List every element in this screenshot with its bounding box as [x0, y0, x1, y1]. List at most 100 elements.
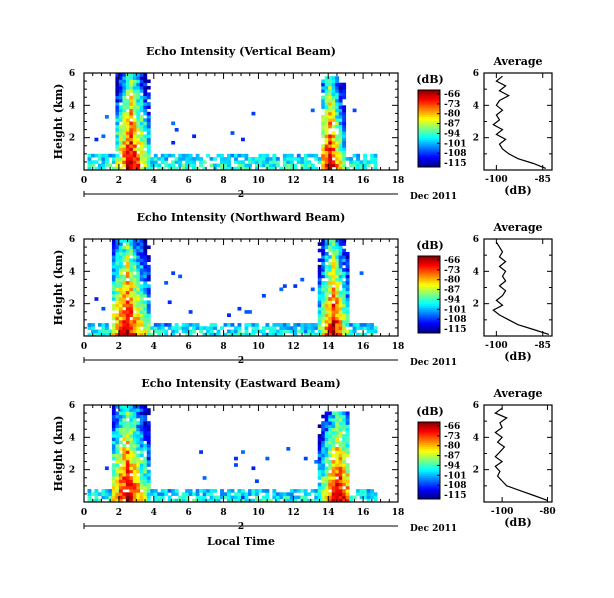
profile-x-tick-label: -85	[535, 175, 551, 185]
colorbar-segment	[418, 493, 440, 496]
colorbar-segment	[418, 149, 440, 153]
colorbar-segment	[418, 302, 440, 305]
x-tick-label: 6	[186, 508, 192, 518]
colorbar-segment	[418, 331, 440, 334]
colorbar-segment	[418, 107, 440, 110]
colorbar-segment	[418, 277, 440, 280]
colorbar-segment	[418, 489, 440, 492]
profile-x-label: (dB)	[504, 184, 531, 197]
colorbar-tick-label: -66	[444, 422, 460, 432]
colorbar-segment	[418, 298, 440, 301]
colorbar-tick-label: -87	[444, 120, 460, 130]
colorbar-tick-label: -108	[444, 315, 467, 325]
colorbar-segment	[418, 441, 440, 444]
colorbar-segment	[418, 458, 440, 461]
x-tick-label: 14	[322, 508, 335, 518]
colorbar-segment	[418, 439, 440, 442]
colorbar-segment	[418, 279, 440, 282]
profile-frame	[483, 72, 553, 171]
x-tick-label: 4	[151, 176, 157, 186]
chart-title: Echo Intensity (Northward Beam)	[137, 211, 346, 224]
profile-y-tick-label: 2	[473, 466, 479, 476]
x-tick-label: 10	[252, 342, 265, 352]
colorbar-tick-label: -115	[444, 491, 467, 501]
colorbar-segment	[418, 300, 440, 303]
colorbar-segment	[418, 91, 440, 95]
colorbar-segment	[418, 155, 440, 158]
colorbar-tick-label: -80	[444, 110, 460, 120]
colorbar-segment	[418, 323, 440, 326]
colorbar-segment	[418, 483, 440, 486]
colorbar-segment	[418, 472, 440, 475]
day-label: 2	[238, 522, 244, 532]
panel-2: Echo Intensity (Eastward Beam) 0 2 4 6 8 10 12 1…	[52, 377, 556, 548]
colorbar-segment	[418, 460, 440, 463]
profile-y-tick-label: 6	[473, 401, 479, 411]
colorbar-tick-label: -108	[444, 481, 467, 491]
colorbar-segment	[418, 294, 440, 297]
heatmap-cells	[87, 239, 378, 337]
colorbar-segment	[418, 130, 440, 133]
profile-x-tick-label: -100	[485, 341, 508, 351]
colorbar-segment	[418, 109, 440, 112]
colorbar-segment	[418, 327, 440, 330]
colorbar-segment	[418, 281, 440, 284]
y-tick-label: 4	[69, 101, 75, 111]
colorbar-segment	[418, 143, 440, 147]
colorbar-segment	[418, 452, 440, 456]
x-tick-label: 8	[220, 176, 226, 186]
chart-title: Echo Intensity (Vertical Beam)	[146, 45, 336, 58]
colorbar-segment	[418, 115, 440, 118]
colorbar-segment	[418, 487, 440, 490]
colorbar-segment	[418, 475, 440, 479]
colorbar-segment	[418, 116, 440, 120]
profile-title: Average	[492, 221, 542, 234]
date-label: Dec 2011	[410, 358, 457, 368]
x-tick-label: 0	[81, 342, 87, 352]
profile-x-tick-label: -100	[485, 175, 508, 185]
colorbar-segment	[418, 447, 440, 450]
colorbar-tick-label: -94	[444, 295, 460, 305]
profile-y-tick-label: 6	[473, 69, 479, 79]
x-tick-label: 8	[220, 508, 226, 518]
colorbar-segment	[418, 136, 440, 139]
colorbar-segment	[418, 124, 440, 127]
colorbar-frame	[417, 421, 441, 500]
colorbar-segment	[418, 448, 440, 452]
y-axis-label: Height (km)	[52, 416, 65, 492]
colorbar-segment	[418, 93, 440, 97]
profile-title: Average	[492, 387, 542, 400]
colorbar-segment	[418, 95, 440, 99]
profile-y-tick-label: 2	[473, 134, 479, 144]
colorbar-segment	[418, 313, 440, 317]
colorbar-tick-label: -87	[444, 452, 460, 462]
colorbar-segment	[418, 288, 440, 292]
colorbar-segment	[418, 497, 440, 500]
profile-y-tick-label: 6	[473, 235, 479, 245]
colorbar-tick-label: -73	[444, 432, 460, 442]
colorbar-tick-label: -80	[444, 442, 460, 452]
x-tick-label: 10	[252, 508, 265, 518]
x-tick-label: 8	[220, 342, 226, 352]
profile-line	[492, 75, 547, 169]
profile-frame	[483, 404, 553, 503]
x-tick-label: 16	[357, 342, 370, 352]
y-tick-label: 6	[69, 235, 75, 245]
colorbar-segment	[418, 140, 440, 143]
colorbar-title: (dB)	[416, 239, 443, 252]
colorbar-frame	[417, 89, 441, 168]
colorbar-segment	[418, 468, 440, 471]
colorbar-segment	[418, 431, 440, 434]
y-axis-label: Height (km)	[52, 250, 65, 326]
y-tick-label: 2	[69, 134, 75, 144]
colorbar-segment	[418, 284, 440, 288]
colorbar-segment	[418, 329, 440, 332]
colorbar-segment	[418, 317, 440, 320]
colorbar-segment	[418, 105, 440, 108]
x-tick-label: 18	[392, 342, 405, 352]
colorbar-segment	[418, 159, 440, 162]
profile-x-tick-label: -85	[535, 341, 551, 351]
colorbar-segment	[418, 473, 440, 477]
colorbar-segment	[418, 261, 440, 265]
heatmap-cells	[87, 405, 378, 503]
